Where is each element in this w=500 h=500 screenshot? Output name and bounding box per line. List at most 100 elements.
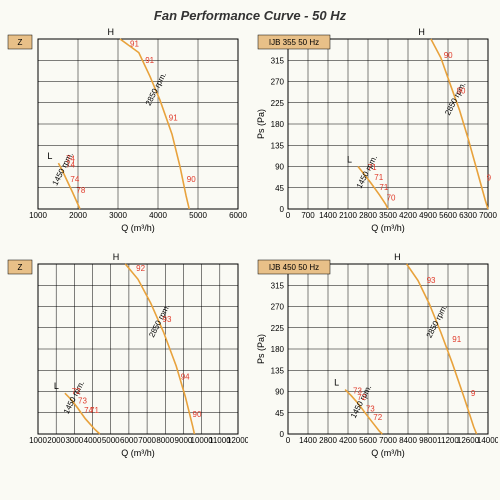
svg-text:1000: 1000	[29, 436, 47, 445]
svg-text:700: 700	[301, 211, 315, 220]
svg-text:12000: 12000	[227, 436, 248, 445]
chart-3: 0140028004200560070008400980011200126001…	[254, 252, 498, 467]
svg-text:4200: 4200	[339, 436, 357, 445]
svg-text:315: 315	[271, 281, 285, 290]
svg-text:9800: 9800	[419, 436, 437, 445]
svg-text:225: 225	[271, 99, 285, 108]
svg-text:270: 270	[271, 303, 285, 312]
svg-text:IJB 355 50 Hz: IJB 355 50 Hz	[269, 38, 319, 47]
svg-text:2800: 2800	[319, 436, 337, 445]
svg-text:135: 135	[271, 366, 285, 375]
svg-text:91: 91	[452, 335, 461, 344]
svg-text:L: L	[347, 155, 352, 165]
svg-text:1450 rpm.: 1450 rpm.	[355, 154, 379, 190]
svg-text:8400: 8400	[399, 436, 417, 445]
svg-text:6000: 6000	[120, 436, 138, 445]
svg-text:5000: 5000	[189, 211, 207, 220]
svg-text:180: 180	[271, 120, 285, 129]
svg-text:72: 72	[72, 387, 81, 396]
svg-text:5600: 5600	[359, 436, 377, 445]
svg-text:H: H	[418, 27, 425, 37]
svg-text:73: 73	[78, 396, 87, 405]
svg-text:3000: 3000	[65, 436, 83, 445]
svg-text:6300: 6300	[459, 211, 477, 220]
svg-text:L: L	[54, 381, 59, 391]
svg-text:92: 92	[136, 264, 145, 273]
svg-text:93: 93	[163, 315, 172, 324]
svg-text:94: 94	[181, 373, 190, 382]
svg-text:90: 90	[275, 163, 284, 172]
svg-text:5600: 5600	[439, 211, 457, 220]
svg-text:L: L	[334, 378, 339, 388]
svg-text:7000: 7000	[138, 436, 156, 445]
svg-text:9: 9	[487, 174, 492, 183]
svg-text:Q (m³/h): Q (m³/h)	[121, 448, 155, 458]
svg-text:2000: 2000	[47, 436, 65, 445]
svg-text:71: 71	[368, 163, 377, 172]
svg-text:0: 0	[280, 205, 285, 214]
page-title: Fan Performance Curve - 50 Hz	[0, 0, 500, 27]
svg-text:Q (m³/h): Q (m³/h)	[121, 223, 155, 233]
svg-text:225: 225	[271, 324, 285, 333]
svg-text:74: 74	[66, 160, 75, 169]
svg-text:2850 rpm.: 2850 rpm.	[144, 71, 168, 107]
svg-text:74: 74	[70, 175, 79, 184]
svg-text:72: 72	[373, 413, 382, 422]
svg-text:Z: Z	[18, 38, 23, 47]
svg-text:78: 78	[76, 186, 85, 195]
svg-text:45: 45	[275, 409, 284, 418]
svg-text:4000: 4000	[149, 211, 167, 220]
svg-text:45: 45	[275, 184, 284, 193]
svg-text:H: H	[394, 252, 401, 262]
svg-text:180: 180	[271, 345, 285, 354]
svg-text:4000: 4000	[84, 436, 102, 445]
svg-text:270: 270	[271, 78, 285, 87]
svg-text:14000: 14000	[477, 436, 498, 445]
svg-text:4900: 4900	[419, 211, 437, 220]
svg-text:91: 91	[169, 114, 178, 123]
svg-text:Ps (Pa): Ps (Pa)	[256, 334, 266, 364]
svg-text:8000: 8000	[156, 436, 174, 445]
svg-text:2850 rpm.: 2850 rpm.	[425, 303, 449, 339]
svg-text:IJB 450 50 Hz: IJB 450 50 Hz	[269, 263, 319, 272]
svg-text:90: 90	[275, 388, 284, 397]
svg-text:72: 72	[357, 393, 366, 402]
svg-text:71: 71	[90, 406, 99, 415]
svg-text:4200: 4200	[399, 211, 417, 220]
svg-text:Q (m³/h): Q (m³/h)	[371, 448, 405, 458]
svg-text:2800: 2800	[359, 211, 377, 220]
svg-text:0: 0	[280, 430, 285, 439]
svg-text:90: 90	[187, 175, 196, 184]
svg-text:71: 71	[374, 173, 383, 182]
svg-text:Q (m³/h): Q (m³/h)	[371, 223, 405, 233]
chart-0: 1000 2000 3000 4000 5000 6000 Q (m³/h) Z H 2850 r…	[4, 27, 248, 242]
svg-text:2100: 2100	[339, 211, 357, 220]
svg-text:7000: 7000	[379, 436, 397, 445]
svg-text:Ps (Pa): Ps (Pa)	[256, 109, 266, 139]
svg-text:5000: 5000	[102, 436, 120, 445]
svg-text:0: 0	[286, 436, 291, 445]
svg-text:H: H	[108, 27, 115, 37]
svg-text:3000: 3000	[109, 211, 127, 220]
svg-text:1000: 1000	[29, 211, 47, 220]
svg-text:6000: 6000	[229, 211, 247, 220]
svg-text:7000: 7000	[479, 211, 497, 220]
svg-text:3500: 3500	[379, 211, 397, 220]
svg-text:90: 90	[457, 86, 466, 95]
svg-text:1400: 1400	[299, 436, 317, 445]
svg-text:91: 91	[145, 56, 154, 65]
svg-text:135: 135	[271, 141, 285, 150]
chart-1: 0700140021002800350042004900560063007000…	[254, 27, 498, 242]
svg-text:0: 0	[286, 211, 291, 220]
svg-text:93: 93	[427, 276, 436, 285]
svg-text:90: 90	[193, 410, 202, 419]
svg-text:71: 71	[379, 183, 388, 192]
svg-text:9: 9	[471, 389, 476, 398]
svg-text:315: 315	[271, 56, 285, 65]
svg-text:Z: Z	[18, 263, 23, 272]
svg-text:H: H	[113, 252, 120, 262]
svg-text:2000: 2000	[69, 211, 87, 220]
svg-text:70: 70	[387, 194, 396, 203]
chart-2: 1000200030004000500060007000800090001000…	[4, 252, 248, 467]
charts-grid: 100020003000400050006000Q (m³/h)ZH2850 r…	[0, 27, 500, 467]
